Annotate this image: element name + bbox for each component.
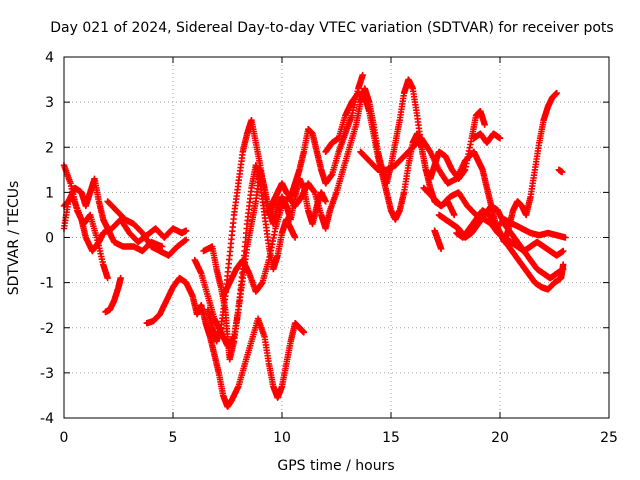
data-series-sat-r — [420, 184, 480, 219]
data-points — [470, 130, 504, 146]
y-tick-label: 0 — [45, 231, 54, 247]
data-points — [492, 216, 569, 241]
data-series-sat-n — [453, 207, 567, 293]
data-series-sat-q — [470, 130, 504, 146]
data-series-sat-l — [357, 89, 560, 246]
y-tick-label: 2 — [45, 140, 54, 156]
y-tick-label: -4 — [40, 411, 54, 427]
data-points — [431, 227, 445, 252]
data-series-sat-e — [102, 274, 124, 316]
x-tick-label: 10 — [273, 430, 291, 446]
x-tick-label: 5 — [169, 430, 178, 446]
data-points — [357, 89, 560, 246]
y-tick-label: -3 — [40, 366, 54, 382]
data-points — [555, 166, 566, 176]
data-series-sat-t — [555, 166, 566, 176]
x-tick-label: 20 — [491, 430, 509, 446]
data-series-sat-s — [431, 227, 445, 252]
x-axis-label: GPS time / hours — [277, 458, 394, 474]
data-points — [104, 198, 190, 259]
data-series-sat-f — [143, 274, 307, 410]
x-tick-label: 0 — [60, 430, 69, 446]
data-series-sat-d — [104, 198, 190, 259]
data-points — [143, 274, 307, 410]
axis-ticks: 0 5 10 15 20 25 -4 -3 -2 -1 0 1 2 3 4 — [40, 50, 618, 446]
data-series-sat-p — [492, 216, 569, 241]
data-points — [420, 184, 480, 219]
y-tick-label: 3 — [45, 95, 54, 111]
y-axis-label: SDTVAR / TECUs — [6, 181, 22, 296]
x-tick-label: 15 — [382, 430, 400, 446]
y-tick-label: -2 — [40, 321, 54, 337]
chart-title: Day 021 of 2024, Sidereal Day-to-day VTE… — [50, 20, 613, 36]
data-points — [102, 274, 124, 316]
data-points — [453, 207, 567, 293]
data-points — [200, 162, 299, 363]
y-tick-label: -1 — [40, 276, 54, 292]
plot-area — [60, 71, 569, 410]
y-tick-label: 4 — [45, 50, 54, 66]
data-series-sat-h — [200, 162, 299, 363]
y-tick-label: 1 — [45, 185, 54, 201]
x-tick-label: 25 — [600, 430, 618, 446]
